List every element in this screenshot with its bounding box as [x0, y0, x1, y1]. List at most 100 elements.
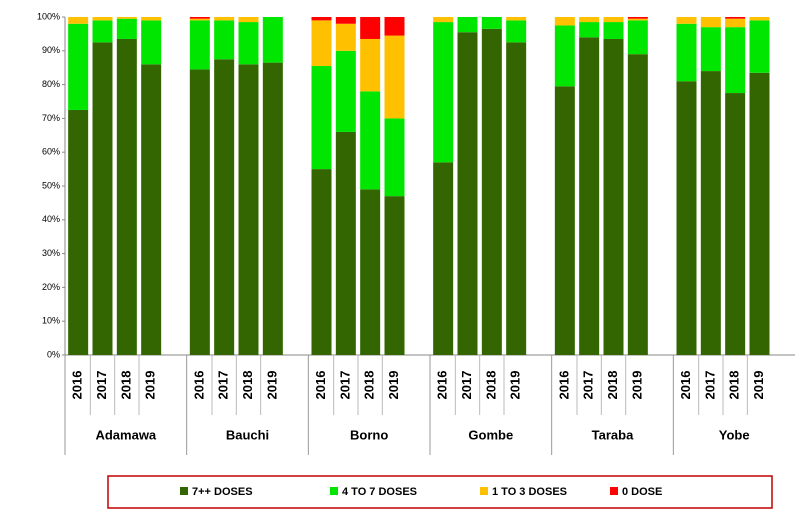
group-label: Gombe	[468, 427, 513, 442]
x-tick-label: 2018	[362, 371, 377, 400]
bar-segment	[335, 131, 356, 355]
y-tick-label: 10%	[42, 316, 60, 326]
bar-segment	[603, 17, 624, 23]
bar-segment	[311, 20, 332, 67]
bar-segment	[189, 18, 210, 21]
bar-segment	[335, 50, 356, 132]
bar-segment	[68, 17, 89, 24]
bar-segment	[676, 23, 697, 82]
y-tick-label: 40%	[42, 214, 60, 224]
bar-segment	[554, 25, 575, 87]
bar-segment	[627, 54, 648, 356]
bar-segment	[725, 93, 746, 356]
bar-segment	[311, 66, 332, 170]
bar-segment	[554, 86, 575, 355]
bar-segment	[725, 18, 746, 28]
bar-segment	[725, 27, 746, 94]
bar-segment	[384, 35, 405, 119]
group-label: Bauchi	[226, 427, 269, 442]
bar-segment	[676, 81, 697, 355]
legend-box	[107, 475, 773, 509]
bar-segment	[457, 32, 478, 356]
bar-segment	[506, 17, 527, 21]
x-tick-label: 2017	[216, 371, 231, 400]
bar-segment	[311, 169, 332, 355]
y-tick-label: 60%	[42, 147, 60, 157]
bar-segment	[311, 17, 332, 21]
bar-segment	[92, 42, 113, 355]
x-tick-label: 2017	[459, 371, 474, 400]
bar-segment	[700, 27, 721, 72]
bar-segment	[700, 71, 721, 355]
legend-label: 7++ DOSES	[192, 486, 253, 498]
bar-segment	[360, 38, 381, 92]
x-tick-label: 2016	[678, 371, 693, 400]
bar-segment	[214, 59, 235, 355]
x-tick-label: 2018	[118, 371, 133, 400]
bar-segment	[262, 62, 283, 355]
bar-segment	[92, 17, 113, 21]
legend-swatch	[610, 487, 618, 495]
bar-segment	[238, 22, 259, 65]
bar-segment	[603, 38, 624, 355]
bar-segment	[360, 91, 381, 190]
x-tick-label: 2016	[313, 371, 328, 400]
bar-segment	[214, 20, 235, 60]
bar-segment	[676, 17, 697, 24]
bar-segment	[189, 20, 210, 70]
bar-segment	[506, 20, 527, 43]
bar-segment	[579, 37, 600, 355]
x-tick-label: 2016	[435, 371, 450, 400]
bar-segment	[579, 17, 600, 23]
y-tick-label: 100%	[37, 11, 60, 21]
bar-segment	[481, 17, 502, 29]
legend-label: 1 TO 3 DOSES	[492, 486, 567, 498]
x-tick-label: 2019	[264, 371, 279, 400]
x-tick-label: 2017	[581, 371, 596, 400]
bar-segment	[360, 189, 381, 355]
bar-segment	[68, 109, 89, 355]
bar-segment	[92, 20, 113, 43]
legend-label: 4 TO 7 DOSES	[342, 486, 417, 498]
bar-segment	[749, 20, 770, 73]
group-label: Borno	[350, 427, 388, 442]
y-tick-label: 30%	[42, 248, 60, 258]
bar-segment	[384, 196, 405, 355]
bar-segment	[141, 17, 162, 21]
x-tick-label: 2019	[751, 371, 766, 400]
bar-segment	[579, 22, 600, 38]
x-tick-label: 2018	[483, 371, 498, 400]
x-tick-label: 2019	[143, 371, 158, 400]
bar-segment	[433, 22, 454, 163]
legend-swatch	[330, 487, 338, 495]
group-label: Adamawa	[95, 427, 156, 442]
x-tick-label: 2016	[191, 371, 206, 400]
bar-segment	[384, 17, 405, 36]
bar-segment	[433, 162, 454, 355]
bar-segment	[141, 20, 162, 65]
bar-segment	[238, 17, 259, 23]
x-tick-label: 2017	[337, 371, 352, 400]
y-tick-label: 70%	[42, 113, 60, 123]
bar-segment	[335, 23, 356, 51]
group-label: Taraba	[592, 427, 634, 442]
x-tick-label: 2018	[727, 371, 742, 400]
bar-segment	[433, 17, 454, 23]
bar-segment	[68, 23, 89, 110]
group-label: Yobe	[719, 427, 750, 442]
legend-label: 0 DOSE	[622, 486, 662, 498]
bar-segment	[335, 17, 356, 24]
y-tick-label: 0%	[47, 349, 60, 359]
bar-segment	[384, 118, 405, 197]
bar-segment	[627, 18, 648, 21]
y-tick-label: 80%	[42, 79, 60, 89]
y-tick-label: 20%	[42, 282, 60, 292]
x-tick-label: 2017	[702, 371, 717, 400]
x-tick-label: 2016	[70, 371, 85, 400]
bar-segment	[116, 38, 137, 355]
bar-segment	[603, 22, 624, 39]
x-tick-label: 2017	[94, 371, 109, 400]
bar-segment	[141, 64, 162, 355]
bar-segment	[360, 17, 381, 39]
